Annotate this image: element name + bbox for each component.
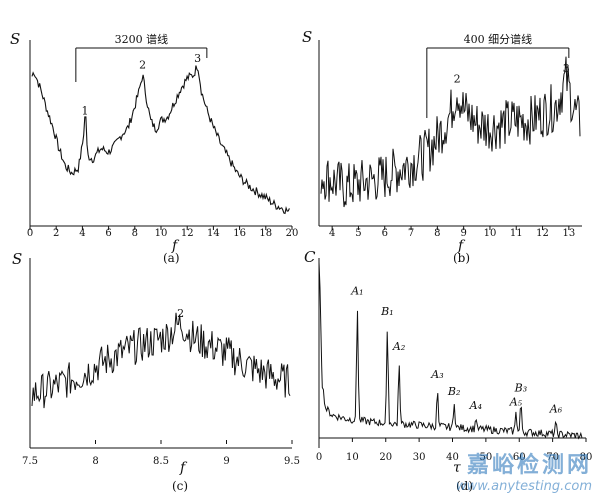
panel-b-tick-label: 13 (562, 228, 575, 239)
panel-b-bracket: 400 细分谱线 (426, 32, 570, 118)
panel-b: S f (b) 4 5 6 7 8 9 10 11 12 13 23 400 细分谱线 (302, 28, 582, 265)
panel-c-peak-labels: 2 (177, 307, 184, 320)
panel-d-peak-label: A₄ (469, 399, 482, 412)
panel-c-caption: (c) (172, 479, 188, 493)
panel-d-peak-label: B₁ (380, 305, 394, 318)
panel-d-peak-label: B₃ (514, 382, 528, 395)
panel-d-tick-label: 60 (513, 452, 526, 463)
panel-a-y-label: S (10, 30, 20, 48)
panel-a: S f (a) 0 2 4 6 8 10 12 14 16 18 20 123 3200 谱线 (10, 30, 298, 265)
panel-c: S f (c) 7.5 8 8.5 9 9.5 2 (12, 250, 300, 493)
panel-a-bracket-label: 3200 谱线 (115, 32, 169, 46)
panel-c-zoom-spectrum-line (31, 312, 291, 409)
panel-a-bracket: 3200 谱线 (75, 32, 208, 82)
panel-b-bracket-label: 400 细分谱线 (464, 32, 533, 46)
watermark: 嘉峪检测网 www.anytesting.com (456, 447, 592, 494)
panel-d-ticks: 0 10 20 30 40 50 60 70 80 (316, 438, 593, 463)
panel-d-tick-label: 40 (446, 452, 459, 463)
panel-b-peak-labels: 23 (454, 62, 570, 86)
panel-b-tick-label: 7 (408, 228, 414, 239)
panel-d: C τ (d) 0 10 20 30 40 50 60 70 80 A₁ B₁ A₂ A₃ B₂ A₄ A₅… (304, 248, 592, 493)
panel-c-y-label: S (12, 250, 22, 268)
panel-d-cepstrum-line (318, 261, 583, 440)
panel-a-tick-label: 4 (79, 228, 85, 239)
panel-c-tick-label: 9 (223, 456, 229, 467)
panel-c-ticks: 7.5 8 8.5 9 9.5 (22, 440, 300, 467)
panel-a-ticks: 0 2 4 6 8 10 12 14 16 18 20 (27, 226, 299, 239)
panel-d-x-label: τ (453, 460, 461, 476)
panel-b-tick-label: 4 (329, 228, 335, 239)
panel-d-tick-label: 10 (346, 452, 359, 463)
panel-c-tick-label: 7.5 (22, 456, 38, 467)
panel-c-peak-label: 2 (177, 307, 184, 320)
panel-d-y-label: C (304, 248, 316, 266)
panel-b-x-label: f (457, 238, 466, 254)
panel-a-tick-label: 8 (132, 228, 138, 239)
panel-c-tick-label: 9.5 (284, 456, 300, 467)
panel-d-peak-label: A₃ (430, 368, 443, 381)
panel-d-peak-label: B₂ (447, 385, 461, 398)
panel-d-tick-label: 80 (580, 452, 593, 463)
panel-a-tick-label: 20 (286, 228, 299, 239)
panel-a-tick-label: 14 (207, 228, 220, 239)
panel-b-caption: (b) (453, 251, 470, 265)
panel-d-caption: (d) (456, 479, 473, 493)
panel-a-peak-label: 1 (82, 104, 89, 117)
panel-a-caption: (a) (163, 251, 180, 265)
panel-b-tick-label: 5 (355, 228, 361, 239)
panel-d-tick-label: 20 (379, 452, 392, 463)
panel-b-peak-label: 2 (454, 73, 461, 86)
panel-d-tick-label: 70 (546, 452, 559, 463)
panel-c-x-label: f (179, 460, 188, 476)
panel-a-tick-label: 6 (105, 228, 111, 239)
panel-a-tick-label: 2 (53, 228, 59, 239)
panel-b-zoom-spectrum-line (320, 56, 581, 208)
panel-a-peak-label: 2 (139, 59, 146, 72)
panel-b-tick-label: 6 (382, 228, 388, 239)
panel-d-peak-label: A₁ (350, 284, 363, 297)
watermark-url-text: www.anytesting.com (455, 479, 592, 494)
panel-d-tick-label: 0 (316, 452, 322, 463)
panel-a-tick-label: 0 (27, 228, 33, 239)
panel-b-tick-label: 9 (460, 228, 466, 239)
panel-a-peak-label: 3 (194, 52, 201, 65)
panel-d-tick-label: 30 (413, 452, 426, 463)
panel-b-y-label: S (302, 28, 312, 46)
panel-d-peak-label: A₆ (549, 403, 563, 416)
panel-a-tick-label: 10 (155, 228, 168, 239)
panel-d-peak-label: A₂ (392, 340, 405, 353)
panel-d-peak-label: A₅ (509, 396, 523, 409)
panel-b-tick-label: 12 (536, 228, 549, 239)
panel-d-tick-label: 50 (480, 452, 493, 463)
panel-b-tick-label: 10 (484, 228, 497, 239)
panel-a-tick-label: 18 (259, 228, 272, 239)
panel-c-tick-label: 8 (92, 456, 98, 467)
panel-b-tick-label: 8 (434, 228, 440, 239)
panel-a-spectrum-line (31, 65, 290, 215)
panel-a-tick-label: 16 (233, 228, 246, 239)
watermark-cn-text: 嘉峪检测网 (466, 453, 592, 478)
panel-a-tick-label: 12 (181, 228, 194, 239)
panel-b-tick-label: 11 (510, 228, 523, 239)
panel-c-tick-label: 8.5 (153, 456, 169, 467)
panel-b-ticks: 4 5 6 7 8 9 10 11 12 13 (329, 226, 575, 239)
panel-a-x-label: f (171, 238, 180, 254)
panel-a-peak-labels: 1 2 3 (82, 52, 202, 117)
